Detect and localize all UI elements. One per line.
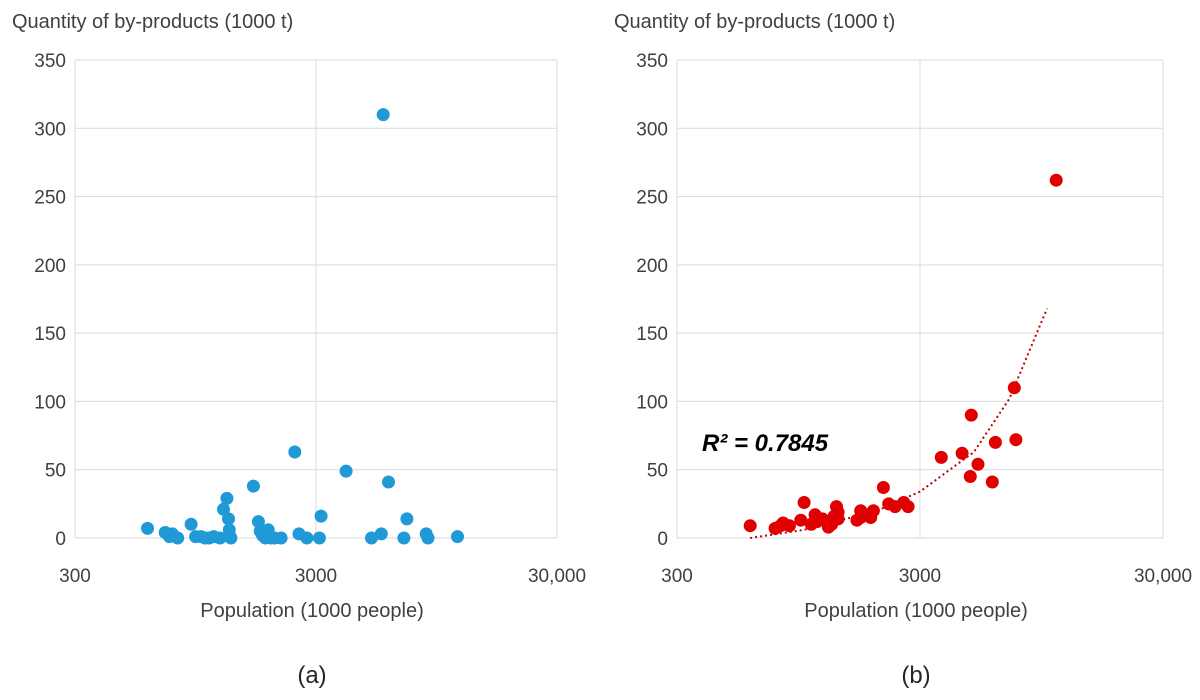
x-tick-label: 300 [661,566,693,587]
y-tick-label: 50 [647,461,668,482]
data-point [251,515,265,529]
data-points [743,173,1063,535]
y-tick-label: 350 [636,51,668,72]
data-point [797,496,811,509]
data-point [220,491,234,505]
panel-caption-a: (a) [297,662,326,689]
data-point [934,450,948,464]
data-point [1009,433,1023,447]
data-point [365,531,378,545]
data-point [1049,173,1063,187]
data-point [794,513,808,527]
data-point [339,464,353,478]
x-tick-labels: 300 3000 30,000 [59,566,586,587]
data-point [1007,381,1021,395]
y-tick-label: 50 [45,461,66,482]
y-tick-label: 100 [636,392,668,413]
data-point [314,509,328,523]
data-point [985,475,999,489]
data-point [382,475,395,489]
data-point [782,519,796,533]
data-point [831,512,845,526]
data-point [171,531,185,545]
y-tick-label: 300 [34,119,66,140]
x-tick-label: 300 [59,566,91,587]
y-tick-labels: 0 50 100 150 200 250 300 350 [636,51,668,550]
data-points [141,108,464,545]
data-point [246,479,260,493]
y-tick-label: 300 [636,119,668,140]
data-point [866,504,880,518]
y-tick-label: 0 [657,529,668,550]
data-point [971,457,985,471]
x-tick-label: 30,000 [528,566,586,587]
x-tick-label: 3000 [899,566,941,587]
data-point [217,502,230,516]
y-tick-label: 200 [636,256,668,277]
chart-panel-b: 0 50 100 150 200 250 300 350 300 3000 30… [614,11,1192,689]
data-point [964,408,978,422]
x-tick-label: 30,000 [1134,566,1192,587]
y-axis-title: Quantity of by-products (1000 t) [614,11,895,33]
data-point [963,470,977,483]
data-point [876,481,890,494]
data-point [397,531,411,545]
y-tick-label: 200 [34,256,66,277]
data-point [743,519,757,533]
x-tick-label: 3000 [295,566,337,587]
data-point [274,531,288,545]
gridlines [676,59,1164,539]
gridlines [74,59,558,539]
y-tick-label: 0 [55,529,66,550]
data-point [451,530,464,544]
y-tick-label: 350 [34,51,66,72]
y-axis-title: Quantity of by-products (1000 t) [12,11,293,33]
panel-caption-b: (b) [901,662,930,689]
x-axis-title: Population (1000 people) [804,600,1028,622]
data-point [213,531,227,545]
y-tick-label: 150 [34,324,66,345]
data-point [376,108,390,122]
y-tick-labels: 0 50 100 150 200 250 300 350 [34,51,66,550]
data-point [400,512,414,526]
data-point [988,435,1002,449]
y-tick-label: 250 [34,188,66,209]
data-point [312,531,326,545]
data-point [141,521,154,535]
chart-panel-a: 0 50 100 150 200 250 300 350 300 3000 30… [12,11,586,689]
data-point [955,446,969,460]
r-squared-annotation: R² = 0.7845 [702,430,829,457]
y-tick-label: 250 [636,188,668,209]
y-tick-label: 150 [636,324,668,345]
data-point [222,512,235,526]
trendline [750,308,1049,539]
data-point [300,531,314,545]
data-point [421,531,435,545]
data-point [224,531,238,545]
data-point [901,500,915,514]
y-tick-label: 100 [34,392,66,413]
x-axis-title: Population (1000 people) [200,600,424,622]
data-point [184,517,198,531]
data-point [288,445,302,459]
data-point [374,527,388,541]
x-tick-labels: 300 3000 30,000 [661,566,1192,587]
trendline-layer [750,308,1049,539]
